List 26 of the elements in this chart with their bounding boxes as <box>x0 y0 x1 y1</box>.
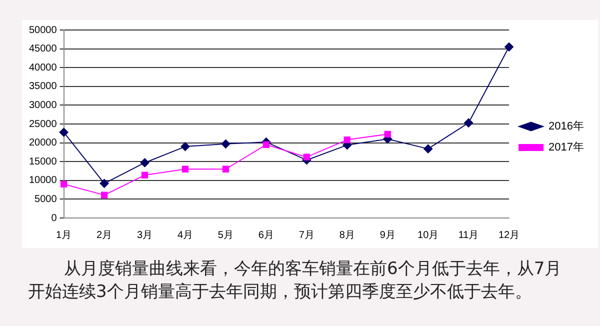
y-tick-label: 25000 <box>28 118 58 130</box>
y-tick-label: 15000 <box>28 156 58 168</box>
x-tick-label: 6月 <box>258 230 274 241</box>
y-tick-label: 45000 <box>28 44 58 55</box>
y-tick-label: 35000 <box>28 81 58 92</box>
x-tick-label: 9月 <box>380 230 396 241</box>
x-tick-label: 1月 <box>56 230 72 241</box>
y-tick-label: 40000 <box>28 62 58 74</box>
y-tick-label: 0 <box>51 212 58 224</box>
y-tick-label: 30000 <box>28 100 58 111</box>
legend-label: 2016年 <box>548 120 584 133</box>
text: 从月度销量曲线来看，今年的客车销量在前6个月低于去年，从7月开始连续3个月销量高于去年同期，预计第四季度至少不低于去年。 <box>28 258 563 304</box>
legend-label: 2017年 <box>548 142 584 154</box>
y-tick-label: 50000 <box>28 24 58 36</box>
y-tick-label: 20000 <box>28 138 58 149</box>
x-tick-label: 7月 <box>298 230 314 241</box>
x-tick-label: 5月 <box>218 230 234 241</box>
x-tick-label: 12月 <box>498 230 520 241</box>
y-tick-label: 10000 <box>28 175 58 186</box>
x-tick-label: 3月 <box>136 230 153 241</box>
y-tick-label: 5000 <box>34 194 58 205</box>
x-tick-label: 4月 <box>177 230 194 241</box>
x-tick-label: 2月 <box>96 230 112 241</box>
x-tick-label: 8月 <box>339 230 355 241</box>
x-tick-label: 11月 <box>458 230 479 241</box>
x-tick-label: 10月 <box>418 230 439 241</box>
